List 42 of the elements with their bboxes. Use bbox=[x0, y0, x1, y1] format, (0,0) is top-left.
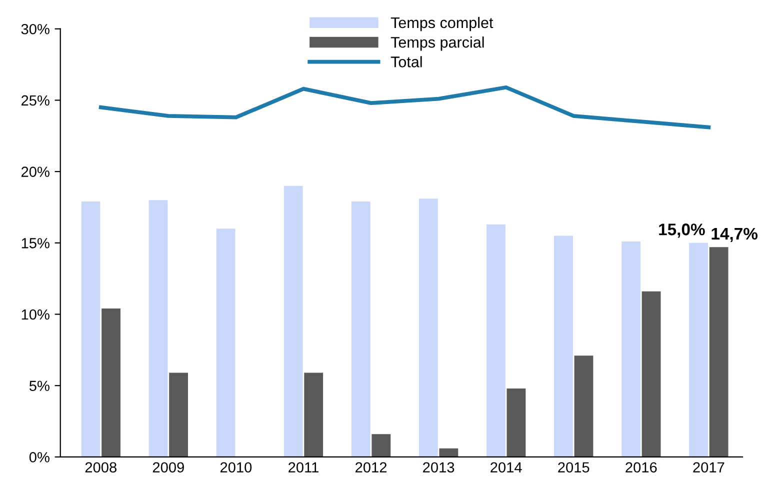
bar bbox=[418, 198, 438, 457]
x-tick-label: 2012 bbox=[356, 462, 387, 473]
x-tick-label: 2016 bbox=[626, 462, 657, 473]
y-tick-label: 0% bbox=[29, 452, 50, 462]
x-tick-label: 2014 bbox=[490, 462, 522, 473]
y-tick-label: 25% bbox=[22, 95, 50, 106]
data-label: 15,0% bbox=[659, 224, 705, 238]
bar bbox=[622, 241, 640, 457]
x-tick-label: 2017 bbox=[693, 462, 724, 473]
x-tick-label: 2015 bbox=[558, 462, 590, 473]
bar bbox=[574, 356, 594, 457]
legend-label: Total bbox=[390, 56, 422, 68]
x-tick-label: 2010 bbox=[220, 462, 252, 473]
bar bbox=[351, 202, 370, 457]
bar bbox=[304, 372, 324, 457]
bar bbox=[216, 228, 236, 457]
y-tick-label: 5% bbox=[29, 380, 50, 392]
x-tick-label: 2013 bbox=[423, 462, 454, 473]
bar bbox=[148, 200, 168, 457]
legend-label: Temps complet bbox=[390, 16, 494, 32]
line-series bbox=[98, 85, 711, 130]
x-tick-label: 2008 bbox=[85, 462, 116, 473]
x-tick-label: 2009 bbox=[152, 462, 184, 473]
bar bbox=[506, 388, 526, 457]
bar bbox=[284, 186, 303, 457]
data-label: 14,7% bbox=[712, 228, 758, 242]
y-tick-label: 10% bbox=[22, 309, 50, 320]
bar bbox=[554, 236, 573, 457]
bar bbox=[169, 372, 188, 457]
bar bbox=[81, 202, 100, 457]
y-tick-label: 15% bbox=[22, 238, 50, 248]
legend-label: Temps parcial bbox=[390, 36, 484, 51]
bar bbox=[709, 247, 728, 457]
y-tick-label: 30% bbox=[21, 24, 50, 34]
bar bbox=[372, 434, 391, 457]
x-tick-label: 2011 bbox=[288, 462, 318, 473]
bar bbox=[486, 224, 506, 457]
bar bbox=[102, 308, 120, 457]
bar bbox=[439, 448, 458, 457]
bar bbox=[689, 242, 708, 457]
y-tick-label: 20% bbox=[22, 166, 50, 177]
bar bbox=[642, 291, 661, 457]
